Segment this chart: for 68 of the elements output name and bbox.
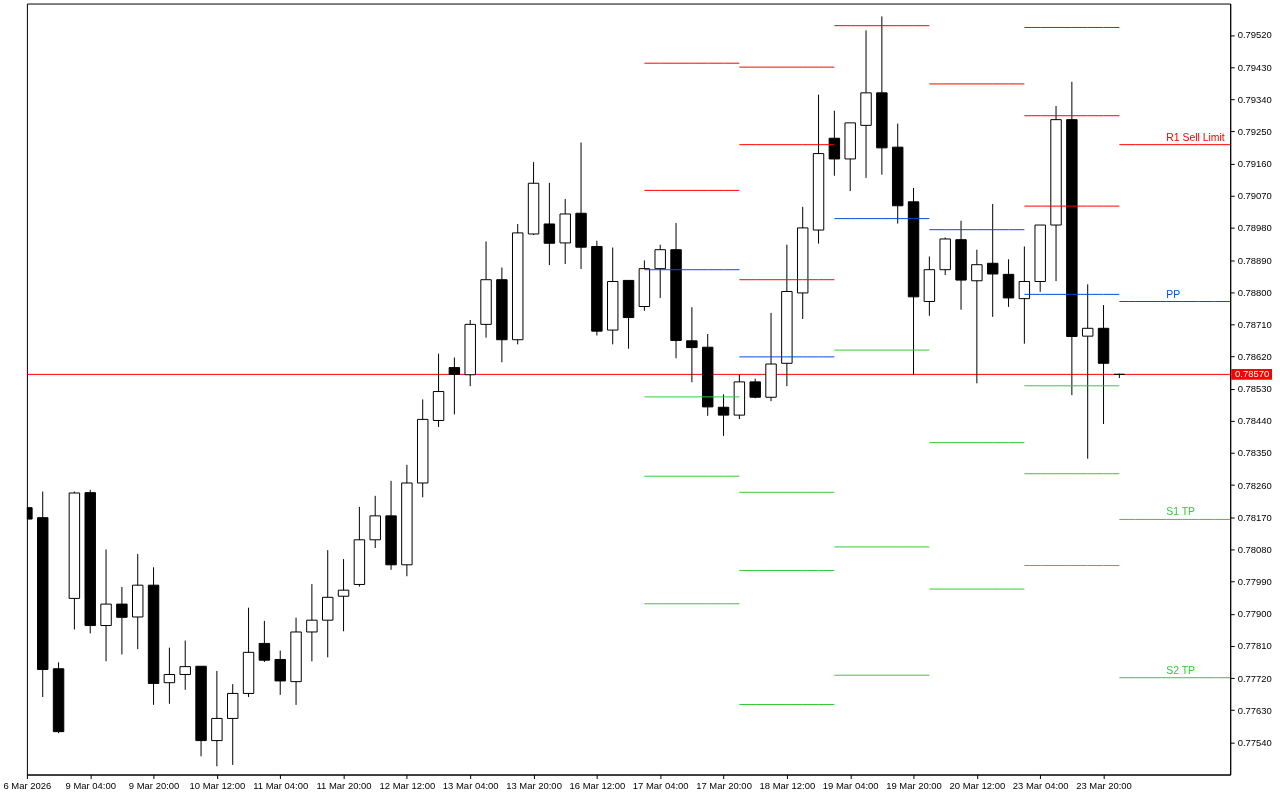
candlestick <box>986 203 999 318</box>
y-tick-label: 0.78260 <box>1237 479 1272 491</box>
candlestick <box>306 583 318 662</box>
candlestick <box>369 495 381 549</box>
x-tick-label: 13 Mar 20:00 <box>506 779 562 791</box>
x-tick-label: 10 Mar 12:00 <box>189 779 246 791</box>
x-tick-label: 13 Mar 04:00 <box>442 779 499 791</box>
x-tick-label: 12 Mar 12:00 <box>379 779 436 791</box>
y-tick-label: 0.78170 <box>1237 511 1272 523</box>
y-tick-label: 0.77990 <box>1237 576 1272 588</box>
candlestick <box>258 620 271 663</box>
candlestick <box>971 249 983 384</box>
candlestick <box>321 549 334 658</box>
candlestick <box>448 357 461 415</box>
x-tick-label: 9 Mar 04:00 <box>65 779 116 791</box>
x-tick-label: 17 Mar 20:00 <box>696 779 752 791</box>
y-tick-label: 0.77540 <box>1237 736 1272 748</box>
candlestick <box>654 244 666 299</box>
candlestick <box>179 640 191 691</box>
x-tick-label: 6 Mar 2026 <box>3 779 52 791</box>
y-tick-label: 0.78620 <box>1237 351 1272 363</box>
series-label: S1 TP <box>1166 506 1196 518</box>
y-tick-label: 0.78890 <box>1237 254 1272 266</box>
x-tick-label: 17 Mar 04:00 <box>632 779 689 791</box>
candlestick <box>116 586 128 655</box>
x-tick-label: 20 Mar 12:00 <box>949 779 1006 791</box>
series-label: S2 TP <box>1166 664 1196 676</box>
y-tick-label: 0.78710 <box>1237 318 1272 330</box>
y-tick-label: 0.78530 <box>1237 383 1272 395</box>
candlestick <box>1002 258 1015 308</box>
y-tick-label: 0.79160 <box>1237 158 1272 170</box>
candlestick <box>100 548 112 662</box>
candlestick <box>211 670 223 767</box>
candlestick <box>1081 283 1094 460</box>
x-tick-label: 9 Mar 20:00 <box>128 779 180 791</box>
series-label: PP <box>1166 288 1181 300</box>
x-tick-label: 18 Mar 12:00 <box>759 779 816 791</box>
x-tick-label: 23 Mar 20:00 <box>1076 779 1132 791</box>
y-tick-label: 0.78980 <box>1237 222 1272 234</box>
y-tick-label: 0.78800 <box>1237 286 1272 298</box>
candlestick <box>828 110 841 177</box>
y-tick-label: 0.79340 <box>1237 93 1272 105</box>
y-tick-label: 0.79520 <box>1237 29 1272 41</box>
x-tick-label: 11 Mar 04:00 <box>253 779 309 791</box>
y-tick-label: 0.79430 <box>1237 61 1272 73</box>
candlestick <box>274 650 286 696</box>
y-tick-label: 0.79250 <box>1237 125 1272 137</box>
x-tick-label: 16 Mar 12:00 <box>569 779 626 791</box>
x-tick-label: 19 Mar 04:00 <box>822 779 879 791</box>
x-tick-label: 19 Mar 20:00 <box>886 779 942 791</box>
y-tick-label: 0.77900 <box>1237 608 1272 620</box>
y-tick-label: 0.78350 <box>1237 447 1272 459</box>
candlestick <box>686 306 698 383</box>
y-tick-label: 0.77810 <box>1237 640 1272 652</box>
x-tick-label: 23 Mar 04:00 <box>1012 779 1069 791</box>
y-tick-label: 0.79070 <box>1237 190 1272 202</box>
y-tick-label: 0.77720 <box>1237 672 1272 684</box>
y-tick-label: 0.78080 <box>1237 543 1272 555</box>
candlestick <box>163 647 176 705</box>
x-tick-label: 11 Mar 20:00 <box>316 779 372 791</box>
candlestick <box>337 558 350 632</box>
candlestick <box>543 182 556 266</box>
candlestick <box>1018 245 1031 345</box>
candlestick <box>717 393 730 437</box>
series-label: R1 Sell Limit <box>1166 131 1225 143</box>
y-tick-label: 0.78440 <box>1237 415 1272 427</box>
ref-line-label: 0.78570 <box>1235 368 1270 380</box>
y-tick-label: 0.77630 <box>1237 704 1272 716</box>
